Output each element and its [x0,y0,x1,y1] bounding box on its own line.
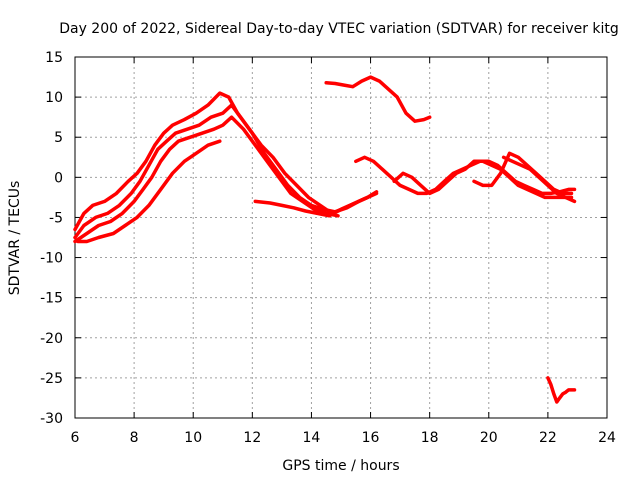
grid [75,57,607,418]
x-tick-label: 10 [184,430,202,446]
series-line-trace-2 [73,103,370,240]
y-tick-label: 10 [45,90,63,106]
series-line-trace-1 [73,91,379,232]
series-line-trace-3 [73,115,340,244]
series-line-trace-5 [253,190,379,218]
plot-frame [74,56,608,419]
y-tick-label: -10 [40,251,63,267]
series-line-trace-6 [324,75,432,123]
y-tick-label: 15 [45,50,63,66]
x-tick-label: 6 [71,430,80,446]
y-tick-label: -25 [40,371,63,387]
y-tick-label: 5 [54,130,63,146]
series-line-trace-10 [501,155,577,204]
x-tick-label: 20 [480,430,498,446]
x-tick-label: 16 [362,430,380,446]
x-tick-label: 24 [598,430,616,446]
y-tick-label: -5 [49,210,63,226]
series-line-trace-4 [76,139,222,244]
y-axis-label: SDTVAR / TECUs [7,181,23,296]
x-axis-label: GPS time / hours [282,458,399,474]
x-tick-label: 14 [303,430,321,446]
x-tick-label: 18 [421,430,439,446]
x-tick-label: 8 [130,430,139,446]
series-line-trace-7 [354,155,577,196]
y-tick-label: 0 [54,170,63,186]
y-tick-label: -15 [40,291,63,307]
y-tick-label: -30 [40,411,63,427]
x-tick-label: 22 [539,430,557,446]
chart-title: Day 200 of 2022, Sidereal Day-to-day VTE… [59,21,619,37]
series-line-trace-8 [392,159,574,200]
x-tick-label: 12 [243,430,261,446]
y-tick-label: -20 [40,331,63,347]
series-line-trace-11 [546,376,577,404]
ticks: 6 8 10 12 14 16 18 20 22 24 15 10 5 0 -5 -10 -15 -20 -25 -3… [40,50,616,446]
series-group [73,75,577,404]
